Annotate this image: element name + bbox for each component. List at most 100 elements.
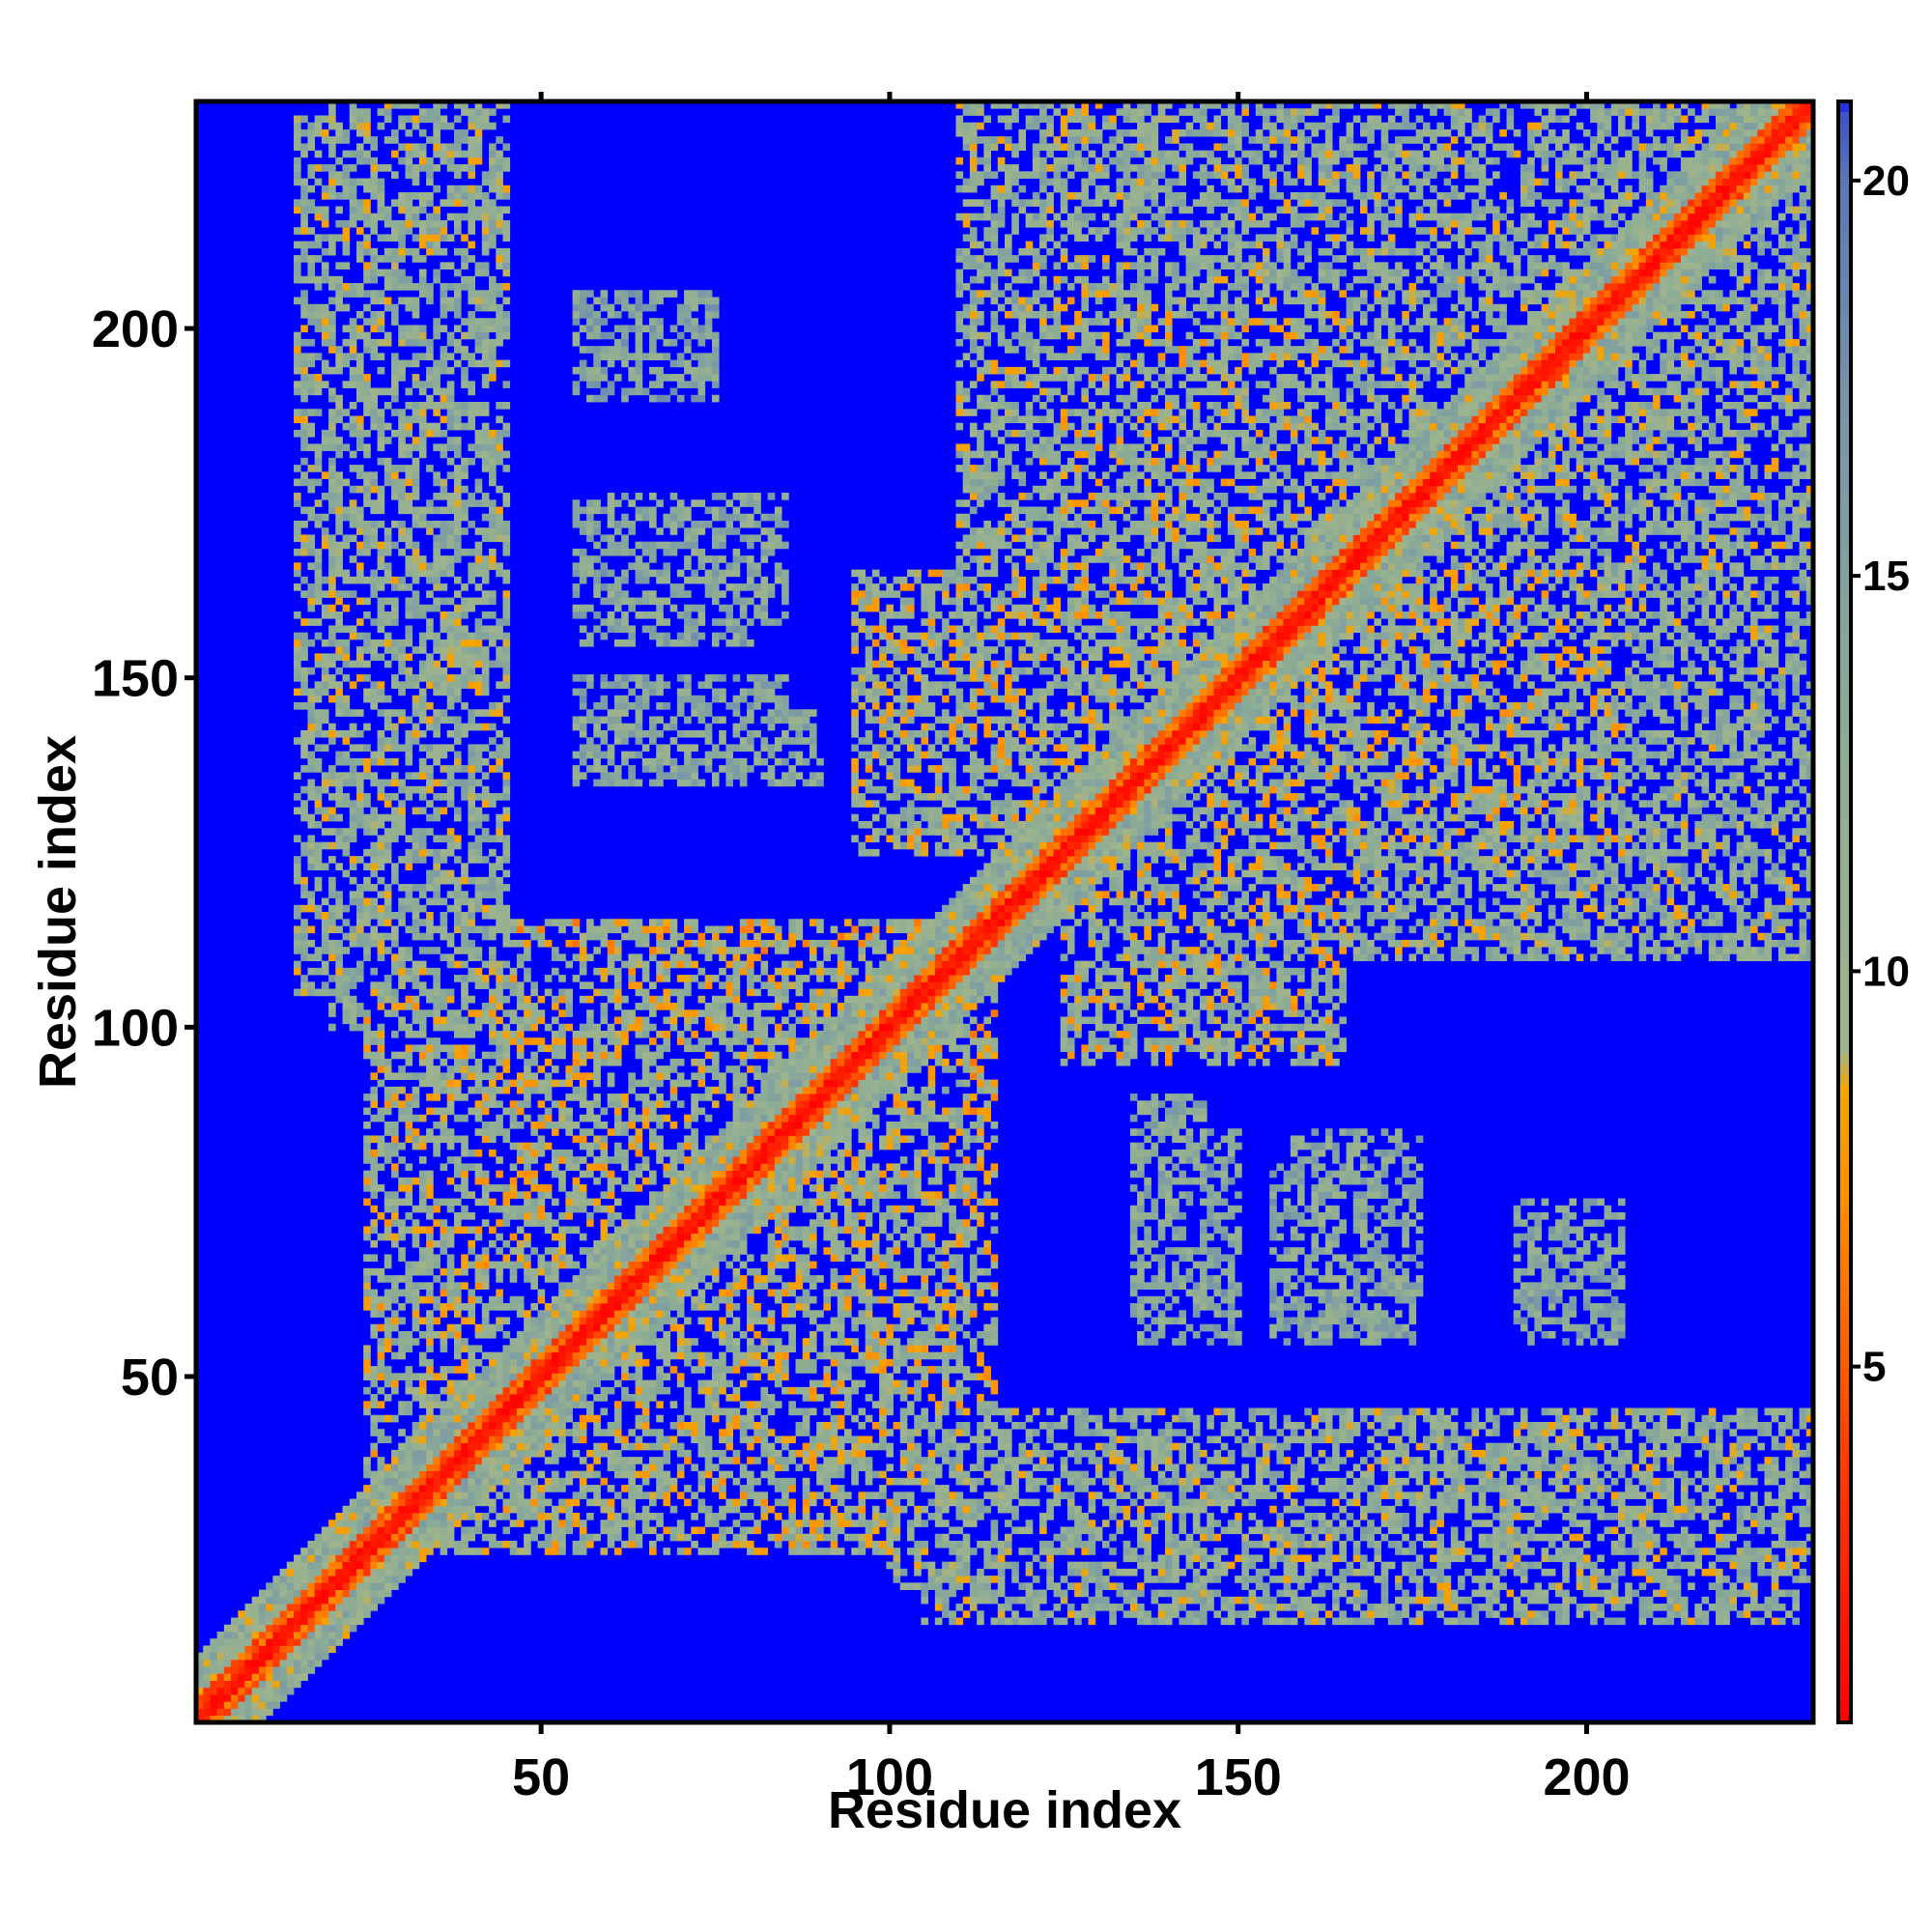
heatmap-cell bbox=[823, 1379, 832, 1388]
heatmap-cell bbox=[321, 1589, 329, 1598]
heatmap-cell bbox=[704, 1457, 713, 1464]
heatmap-cell bbox=[251, 1617, 260, 1626]
heatmap-cell bbox=[816, 1310, 824, 1318]
heatmap-cell bbox=[1074, 1617, 1082, 1626]
heatmap-cell bbox=[314, 1554, 323, 1563]
heatmap-cell bbox=[328, 1576, 336, 1583]
heatmap-cell bbox=[530, 1421, 538, 1430]
heatmap-cell bbox=[1450, 1596, 1459, 1605]
heatmap-cell bbox=[537, 1366, 546, 1374]
heatmap-cell bbox=[697, 1358, 706, 1367]
heatmap-cell bbox=[955, 1449, 964, 1458]
heatmap-cell bbox=[1387, 1561, 1396, 1570]
heatmap-cell bbox=[398, 1576, 406, 1583]
heatmap-cell bbox=[1172, 1470, 1179, 1479]
heatmap-cell bbox=[893, 1568, 901, 1577]
heatmap-cell bbox=[558, 1351, 566, 1360]
heatmap-cell bbox=[279, 1596, 288, 1605]
heatmap-cell bbox=[502, 1457, 511, 1464]
heatmap-cell bbox=[579, 1492, 587, 1499]
heatmap-cell bbox=[1645, 1449, 1654, 1458]
heatmap-cell bbox=[997, 1442, 1006, 1451]
heatmap-cell bbox=[1708, 1477, 1717, 1486]
heatmap-cell bbox=[774, 1540, 782, 1548]
heatmap-cell bbox=[1248, 1414, 1257, 1423]
heatmap-cell bbox=[1185, 1435, 1194, 1444]
heatmap-cell bbox=[1722, 1470, 1730, 1479]
heatmap-cell bbox=[934, 1317, 943, 1325]
heatmap-cell bbox=[461, 1338, 469, 1346]
heatmap-cell bbox=[732, 1533, 741, 1542]
heatmap-cell bbox=[405, 1526, 413, 1535]
heatmap-cell bbox=[871, 1505, 880, 1514]
heatmap-cell bbox=[1694, 1604, 1702, 1611]
heatmap-cell bbox=[1764, 1470, 1773, 1479]
heatmap-cell bbox=[1694, 1533, 1702, 1542]
heatmap-cell bbox=[328, 1582, 336, 1590]
heatmap-cell bbox=[1129, 1463, 1138, 1472]
heatmap-cell bbox=[384, 1526, 392, 1535]
heatmap-cell bbox=[426, 1498, 434, 1507]
heatmap-cell bbox=[1430, 1498, 1437, 1507]
heatmap-cell bbox=[1520, 1303, 1528, 1311]
heatmap-cell bbox=[537, 1414, 546, 1423]
heatmap-cell bbox=[377, 1533, 385, 1542]
heatmap-cell bbox=[572, 1366, 581, 1374]
heatmap-cell bbox=[593, 1485, 601, 1492]
heatmap-cell bbox=[1046, 1610, 1054, 1618]
heatmap-cell bbox=[844, 1338, 852, 1346]
heatmap-cell bbox=[858, 1540, 867, 1548]
heatmap-cell bbox=[906, 1310, 915, 1318]
heatmap-cell bbox=[719, 1540, 726, 1548]
heatmap-cell bbox=[607, 1317, 615, 1325]
heatmap-cell bbox=[1081, 1429, 1089, 1436]
heatmap-cell bbox=[739, 1330, 748, 1339]
heatmap-cell bbox=[1408, 1303, 1417, 1311]
heatmap-cell bbox=[544, 1317, 553, 1325]
heatmap-cell bbox=[669, 1323, 678, 1332]
heatmap-cell bbox=[1395, 1435, 1403, 1444]
heatmap-cell bbox=[544, 1485, 553, 1492]
heatmap-cell bbox=[468, 1457, 476, 1464]
heatmap-cell bbox=[1066, 1533, 1075, 1542]
heatmap-cell bbox=[1415, 1610, 1424, 1618]
heatmap-cell bbox=[906, 1429, 915, 1436]
heatmap-cell bbox=[1269, 1505, 1277, 1514]
heatmap-cell bbox=[426, 1317, 434, 1325]
heatmap-cell bbox=[1569, 1596, 1577, 1605]
heatmap-cell bbox=[251, 1694, 260, 1702]
heatmap-cell bbox=[795, 1540, 804, 1548]
heatmap-cell bbox=[1157, 1561, 1166, 1570]
heatmap-cell bbox=[1235, 1596, 1242, 1605]
heatmap-cell bbox=[453, 1379, 462, 1388]
heatmap-cell bbox=[1430, 1449, 1437, 1458]
heatmap-cell bbox=[1506, 1498, 1515, 1507]
heatmap-cell bbox=[1590, 1561, 1598, 1570]
heatmap-cell bbox=[1402, 1520, 1409, 1527]
heatmap-cell bbox=[231, 1694, 239, 1702]
heatmap-cell bbox=[997, 1610, 1006, 1618]
heatmap-cell bbox=[1645, 1526, 1654, 1535]
heatmap-cell bbox=[524, 1540, 531, 1548]
heatmap-cell bbox=[1492, 1477, 1500, 1486]
heatmap-cell bbox=[1359, 1596, 1368, 1605]
heatmap-cell bbox=[1430, 1554, 1437, 1563]
heatmap-cell bbox=[1102, 1576, 1110, 1583]
heatmap-cell bbox=[342, 1554, 351, 1563]
heatmap-cell bbox=[307, 1638, 316, 1646]
heatmap-cell bbox=[613, 1317, 622, 1325]
heatmap-cell bbox=[1569, 1548, 1577, 1555]
heatmap-cell bbox=[461, 1470, 469, 1479]
heatmap-cell bbox=[621, 1463, 629, 1472]
heatmap-cell bbox=[837, 1338, 845, 1346]
heatmap-cell bbox=[461, 1526, 469, 1535]
heatmap-cell bbox=[544, 1429, 553, 1436]
heatmap-cell bbox=[1450, 1617, 1459, 1626]
heatmap-cell bbox=[899, 1421, 908, 1430]
heatmap-cell bbox=[1151, 1617, 1159, 1626]
heatmap-cell bbox=[391, 1576, 399, 1583]
heatmap-cell bbox=[613, 1323, 622, 1332]
heatmap-cell bbox=[468, 1394, 476, 1402]
heatmap-cell bbox=[433, 1513, 440, 1520]
heatmap-cell bbox=[524, 1366, 531, 1374]
